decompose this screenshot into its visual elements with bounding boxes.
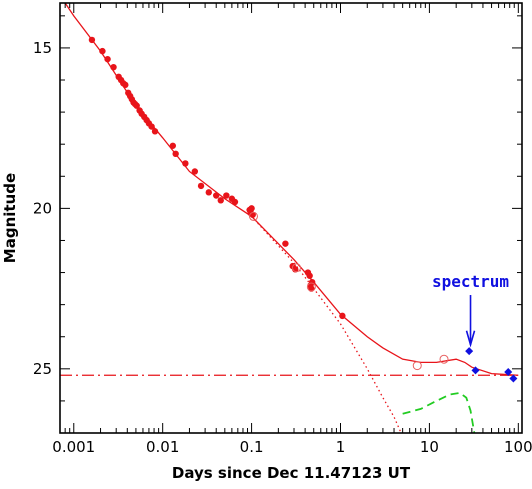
plot-frame bbox=[59, 2, 523, 434]
data-point bbox=[148, 123, 155, 130]
x-tick-label: 0.001 bbox=[52, 438, 95, 456]
data-point-diamond bbox=[471, 366, 480, 375]
data-point bbox=[197, 182, 205, 190]
data-point bbox=[223, 192, 230, 199]
x-tick-label: 100 bbox=[504, 438, 532, 456]
data-point bbox=[339, 312, 346, 320]
data-point bbox=[213, 192, 220, 199]
data-point bbox=[88, 36, 96, 44]
curve-solid bbox=[64, 3, 519, 376]
data-point bbox=[172, 150, 179, 158]
axis-ticks bbox=[59, 3, 522, 434]
data-point bbox=[133, 102, 140, 109]
x-tick-label: 0.1 bbox=[240, 438, 264, 456]
model-curves bbox=[60, 3, 522, 433]
data-point bbox=[151, 128, 159, 135]
data-point bbox=[217, 197, 224, 204]
data-point bbox=[122, 81, 129, 89]
tick-labels: 0.001 0.01 0.1 1 10 100 15 20 25 bbox=[33, 39, 532, 456]
x-tick-label: 0.01 bbox=[146, 438, 179, 456]
annotations: spectrum bbox=[432, 272, 509, 348]
data-point-diamond bbox=[509, 374, 518, 383]
annotation-arrowhead bbox=[465, 330, 476, 348]
data-point-open bbox=[292, 263, 302, 273]
curve-dotted bbox=[251, 215, 402, 433]
y-axis-label: Magnitude bbox=[1, 173, 19, 263]
curve-dashed bbox=[402, 391, 476, 433]
data-point bbox=[248, 205, 255, 212]
data-points bbox=[88, 36, 518, 383]
data-point bbox=[99, 47, 106, 55]
data-point-diamond bbox=[465, 347, 474, 356]
data-point-open bbox=[439, 354, 449, 364]
data-point bbox=[182, 160, 189, 167]
data-point bbox=[306, 272, 313, 279]
data-point bbox=[104, 55, 111, 63]
data-point bbox=[231, 198, 239, 206]
data-point bbox=[205, 189, 212, 196]
data-point-open bbox=[306, 282, 316, 292]
y-tick-label: 15 bbox=[33, 39, 52, 57]
data-point-diamond bbox=[504, 368, 513, 377]
x-tick-label: 10 bbox=[420, 438, 439, 456]
data-point bbox=[308, 285, 315, 292]
data-point bbox=[282, 240, 289, 247]
y-tick-label: 20 bbox=[33, 199, 52, 217]
data-point-open bbox=[412, 361, 422, 371]
y-tick-label: 25 bbox=[33, 360, 52, 378]
x-tick-label: 1 bbox=[336, 438, 346, 456]
data-point bbox=[110, 63, 117, 71]
data-point-open bbox=[248, 211, 258, 221]
annotation-label: spectrum bbox=[432, 272, 509, 291]
data-point bbox=[169, 142, 177, 149]
x-axis-label: Days since Dec 11.47123 UT bbox=[172, 464, 411, 482]
data-point bbox=[191, 168, 199, 175]
